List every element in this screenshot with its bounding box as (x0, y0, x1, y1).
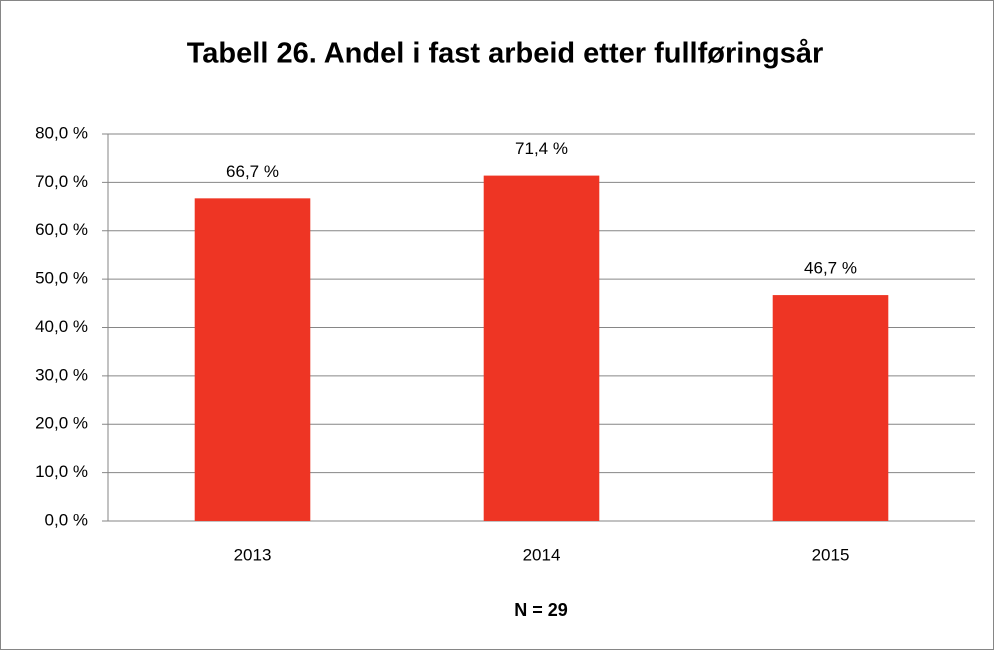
y-tick-label: 50,0 % (35, 269, 88, 288)
x-tick-label: 2013 (234, 545, 272, 564)
y-tick-label: 80,0 % (35, 123, 88, 142)
y-tick-label: 70,0 % (35, 172, 88, 191)
x-tick-label: 2015 (812, 545, 850, 564)
data-label: 66,7 % (226, 162, 279, 181)
bar (772, 295, 889, 521)
bar (194, 198, 311, 521)
data-label: 71,4 % (515, 139, 568, 158)
x-tick-label: 2014 (523, 545, 561, 564)
y-tick-label: 0,0 % (45, 510, 88, 529)
data-label: 46,7 % (804, 259, 857, 278)
bar (483, 175, 600, 522)
x-axis-label: N = 29 (514, 600, 568, 620)
y-tick-label: 30,0 % (35, 365, 88, 384)
y-tick-label: 40,0 % (35, 317, 88, 336)
y-tick-label: 20,0 % (35, 414, 88, 433)
chart-title: Tabell 26. Andel i fast arbeid etter ful… (187, 38, 824, 70)
y-tick-label: 10,0 % (35, 462, 88, 481)
y-tick-label: 60,0 % (35, 220, 88, 239)
